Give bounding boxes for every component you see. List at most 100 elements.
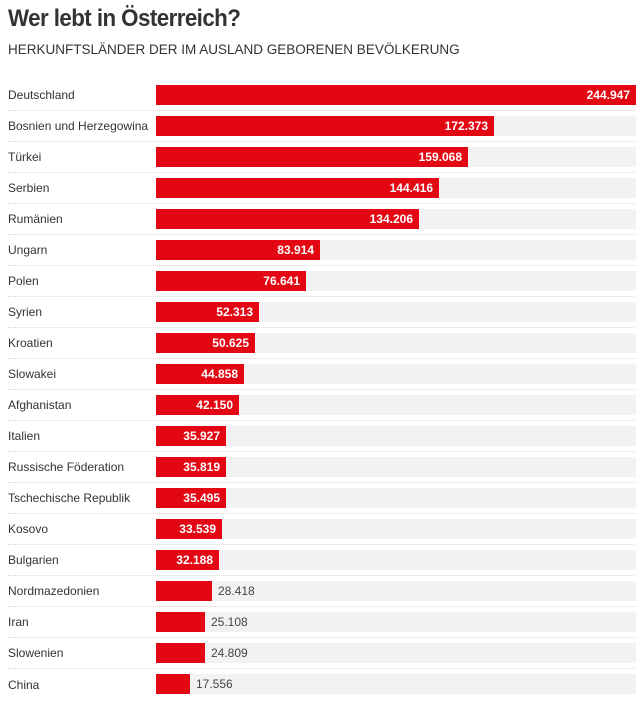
value-label: 42.150: [196, 398, 233, 412]
value-label: 52.313: [216, 305, 253, 319]
chart-subtitle: Herkunftsländer der im Ausland geborenen…: [8, 42, 460, 57]
bar-row: Russische Föderation 35.819: [8, 452, 636, 483]
value-label: 35.927: [183, 429, 220, 443]
value-label: 28.418: [218, 584, 255, 598]
bar-track: 35.495: [156, 488, 636, 508]
bar-track: 32.188: [156, 550, 636, 570]
category-label: Syrien: [8, 305, 43, 319]
bar-row: Türkei 159.068: [8, 142, 636, 173]
bar-track: 35.819: [156, 457, 636, 477]
bar: [156, 426, 226, 446]
value-label: 25.108: [211, 615, 248, 629]
bar-row: Deutschland 244.947: [8, 80, 636, 111]
bar-track: 244.947: [156, 85, 636, 105]
category-label: Kosovo: [8, 522, 49, 536]
bar: [156, 333, 255, 353]
value-label: 83.914: [277, 243, 314, 257]
bar: [156, 240, 320, 260]
bar: [156, 519, 222, 539]
category-label: Polen: [8, 274, 39, 288]
bar-track: 134.206: [156, 209, 636, 229]
category-label: Deutschland: [8, 88, 75, 102]
bar: [156, 209, 419, 229]
bar-row: Rumänien 134.206: [8, 204, 636, 235]
category-label: Afghanistan: [8, 398, 72, 412]
value-label: 244.947: [586, 88, 630, 102]
category-label: Slowakei: [8, 367, 57, 381]
category-label: Rumänien: [8, 212, 63, 226]
value-label: 24.809: [211, 646, 248, 660]
bar-track: 44.858: [156, 364, 636, 384]
value-label: 17.556: [196, 677, 233, 691]
bar: [156, 302, 259, 322]
category-label: Italien: [8, 429, 41, 443]
category-label: Bulgarien: [8, 553, 59, 567]
category-label: Kroatien: [8, 336, 53, 350]
bar: [156, 674, 190, 694]
bar: [156, 457, 226, 477]
bar-row: Slowenien 24.809: [8, 638, 636, 669]
bar-track: 144.416: [156, 178, 636, 198]
bar: [156, 85, 636, 105]
value-label: 50.625: [212, 336, 249, 350]
bar-row: Iran 25.108: [8, 607, 636, 638]
bar-track: 159.068: [156, 147, 636, 167]
bar-track: 76.641: [156, 271, 636, 291]
bar-row: Kroatien 50.625: [8, 328, 636, 359]
bar: [156, 612, 205, 632]
category-label: Slowenien: [8, 646, 64, 660]
bar: [156, 488, 226, 508]
bar: [156, 581, 212, 601]
bar: [156, 550, 219, 570]
bar-row: Nordmazedonien 28.418: [8, 576, 636, 607]
bar: [156, 395, 239, 415]
category-label: Bosnien und Herzegowina: [8, 119, 149, 133]
bar-row: Tschechische Republik 35.495: [8, 483, 636, 514]
bar-row: Kosovo 33.539: [8, 514, 636, 545]
bar-row: China 17.556: [8, 669, 636, 700]
bar-track: 17.556: [156, 674, 636, 694]
value-label: 76.641: [263, 274, 300, 288]
category-label: Serbien: [8, 181, 50, 195]
bar-track: 52.313: [156, 302, 636, 322]
bar-row: Syrien 52.313: [8, 297, 636, 328]
value-label: 35.819: [183, 460, 220, 474]
bar-track: 83.914: [156, 240, 636, 260]
bar: [156, 178, 439, 198]
category-label: Ungarn: [8, 243, 48, 257]
chart-title: Wer lebt in Österreich?: [8, 5, 241, 32]
value-label: 172.373: [444, 119, 488, 133]
bar-track: 24.809: [156, 643, 636, 663]
value-label: 35.495: [183, 491, 220, 505]
bar: [156, 147, 468, 167]
bar-track: 33.539: [156, 519, 636, 539]
value-label: 144.416: [389, 181, 433, 195]
value-label: 32.188: [176, 553, 213, 567]
category-label: China: [8, 677, 40, 692]
bar-row: Bosnien und Herzegowina 172.373: [8, 111, 636, 142]
bar-track: 25.108: [156, 612, 636, 632]
value-label: 33.539: [179, 522, 216, 536]
bar-row: Afghanistan 42.150: [8, 390, 636, 421]
category-label: Türkei: [8, 150, 42, 164]
category-label: Russische Föderation: [8, 460, 125, 474]
bar-rows: Deutschland 244.947 Bosnien und Herzegowin…: [8, 80, 636, 700]
bar: [156, 643, 205, 663]
bar-track: 28.418: [156, 581, 636, 601]
value-label: 44.858: [201, 367, 238, 381]
bar-row: Serbien 144.416: [8, 173, 636, 204]
bar-track: 50.625: [156, 333, 636, 353]
bar-row: Polen 76.641: [8, 266, 636, 297]
bar-track: 172.373: [156, 116, 636, 136]
bar-track: 42.150: [156, 395, 636, 415]
value-label: 134.206: [369, 212, 413, 226]
bar: [156, 116, 494, 136]
category-label: Iran: [8, 615, 29, 629]
bar-track: 35.927: [156, 426, 636, 446]
category-label: Tschechische Republik: [8, 491, 131, 505]
bar: [156, 271, 306, 291]
value-label: 159.068: [418, 150, 462, 164]
category-label: Nordmazedonien: [8, 584, 100, 598]
bar-row: Slowakei 44.858: [8, 359, 636, 390]
